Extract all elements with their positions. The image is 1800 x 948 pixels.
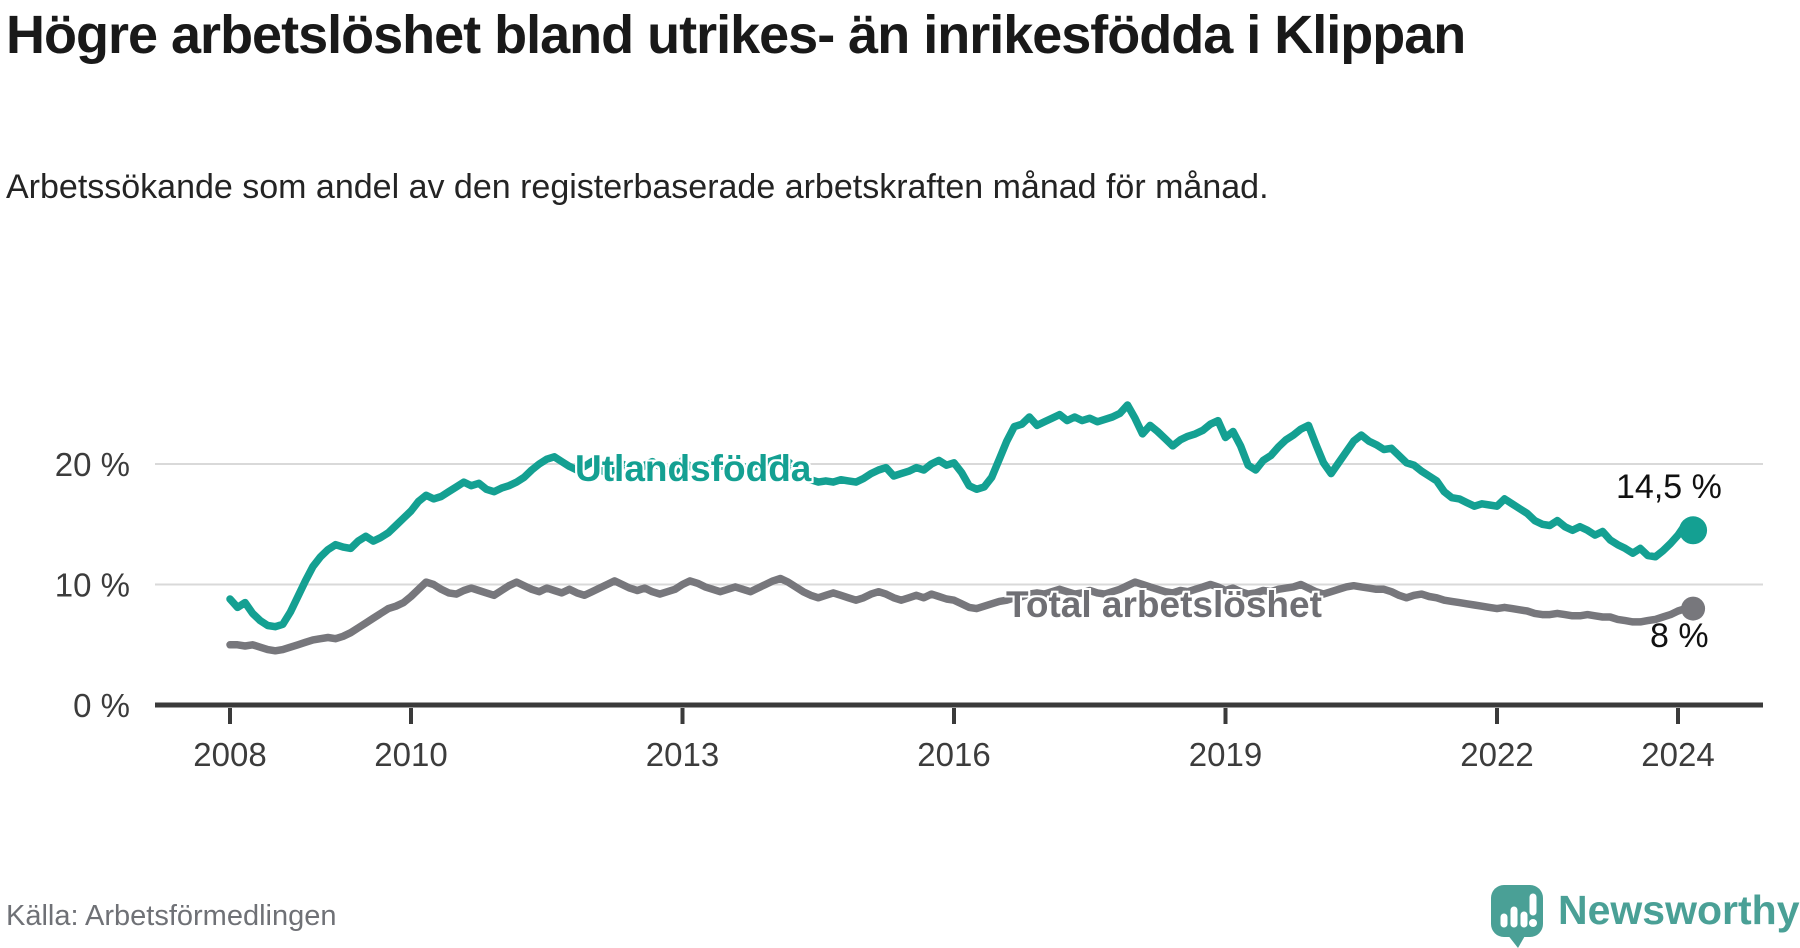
newsworthy-logo-text: Newsworthy [1558,887,1800,933]
end-dot-total [1681,596,1706,621]
x-tick-label: 2008 [193,736,266,773]
newsworthy-logo-icon [1491,885,1543,948]
end-value-label-utlandsfodda: 14,5 % [1616,468,1722,506]
x-tick-label: 2019 [1189,736,1262,773]
series-label-utlandsfodda: Utlandsfödda [575,448,812,489]
series-line-utlandsfodda [226,401,1697,631]
y-tick-label: 0 % [73,687,130,724]
newsworthy-logo: Newsworthy [1490,884,1800,948]
x-tick-label: 2022 [1460,736,1533,773]
y-tick-label: 10 % [55,567,130,604]
x-tick-label: 2016 [917,736,990,773]
x-tick-label: 2024 [1641,736,1714,773]
x-tick-label: 2013 [646,736,719,773]
x-tick-label: 2010 [374,736,447,773]
y-tick-label: 20 % [55,446,130,483]
page-subtitle: Arbetssökande som andel av den registerb… [6,168,1269,206]
series-line-total [226,574,1697,655]
end-value-label-total: 8 % [1650,617,1709,655]
source-text: Källa: Arbetsförmedlingen [6,900,337,932]
page-title: Högre arbetslöshet bland utrikes- än inr… [6,5,1466,65]
end-dot-utlandsfodda [1679,516,1708,545]
series-label-total-arbetsloshet: Total arbetslöshet [1006,584,1322,625]
